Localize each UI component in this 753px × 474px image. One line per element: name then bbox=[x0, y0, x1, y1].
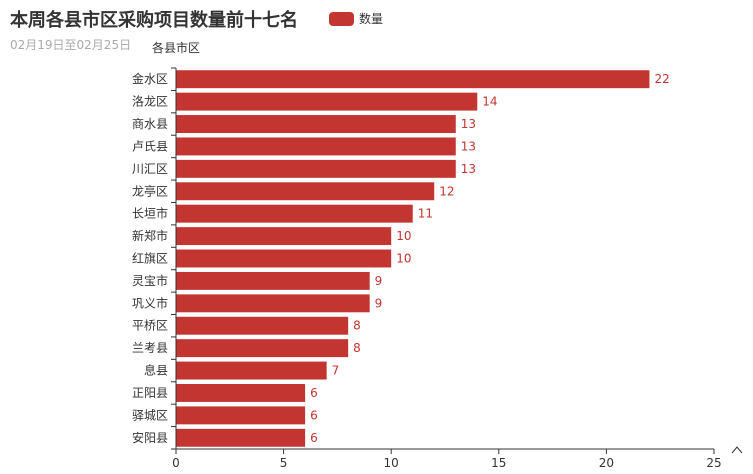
data-label: 13 bbox=[461, 139, 476, 153]
data-label: 10 bbox=[396, 229, 411, 243]
bar bbox=[176, 182, 435, 201]
x-tick-label: 25 bbox=[706, 456, 721, 470]
bar bbox=[176, 227, 392, 246]
data-label: 10 bbox=[396, 252, 411, 266]
data-label: 7 bbox=[332, 364, 340, 378]
bar bbox=[176, 137, 456, 156]
chart-subtitle: 02月19日至02月25日 bbox=[10, 38, 132, 52]
y-tick-label: 驿城区 bbox=[132, 408, 168, 422]
bar bbox=[176, 249, 392, 268]
x-tick-label: 5 bbox=[280, 456, 288, 470]
data-label: 6 bbox=[310, 408, 318, 422]
y-tick-label: 长垣市 bbox=[132, 206, 168, 221]
y-tick-label: 卢氏县 bbox=[132, 138, 168, 153]
bar bbox=[176, 271, 370, 290]
data-label: 14 bbox=[482, 95, 497, 109]
x-tick-label: 0 bbox=[172, 456, 180, 470]
chevron-up-icon[interactable] bbox=[731, 446, 743, 454]
bar bbox=[176, 406, 306, 425]
data-label: 6 bbox=[310, 431, 318, 445]
data-label: 6 bbox=[310, 386, 318, 400]
y-tick-label: 洛龙区 bbox=[132, 94, 168, 109]
bar bbox=[176, 361, 327, 380]
bar bbox=[176, 384, 306, 402]
x-tick-label: 10 bbox=[384, 456, 399, 470]
x-tick-label: 15 bbox=[491, 456, 506, 470]
data-label: 22 bbox=[654, 72, 669, 86]
y-tick-label: 川汇区 bbox=[132, 162, 168, 176]
data-label: 8 bbox=[353, 319, 361, 333]
y-tick-label: 兰考县 bbox=[132, 341, 168, 355]
y-tick-label: 平桥区 bbox=[132, 319, 168, 333]
bar bbox=[176, 339, 349, 358]
y-tick-label: 新郑市 bbox=[132, 228, 168, 243]
data-label: 8 bbox=[353, 341, 361, 355]
data-label: 12 bbox=[439, 184, 454, 198]
legend-item-quantity[interactable]: 数量 bbox=[329, 10, 383, 27]
y-tick-label: 龙亭区 bbox=[132, 183, 168, 198]
y-tick-label: 息县 bbox=[144, 363, 168, 378]
y-tick-label: 巩义市 bbox=[132, 295, 168, 310]
y-tick-label: 正阳县 bbox=[132, 386, 168, 400]
bar bbox=[176, 316, 349, 335]
y-tick-label: 金水区 bbox=[132, 71, 168, 86]
bar bbox=[176, 115, 456, 133]
bar bbox=[176, 92, 478, 111]
data-label: 9 bbox=[375, 296, 383, 310]
bar bbox=[176, 294, 370, 313]
data-label: 9 bbox=[375, 274, 383, 288]
y-tick-label: 灵宝市 bbox=[132, 273, 168, 288]
y-axis-label: 各县市区 bbox=[152, 40, 200, 55]
x-tick-label: 20 bbox=[599, 456, 614, 470]
bar bbox=[176, 428, 306, 447]
y-tick-label: 红旗区 bbox=[132, 251, 168, 266]
bar bbox=[176, 159, 456, 178]
data-label: 11 bbox=[418, 207, 433, 221]
legend-swatch bbox=[329, 11, 354, 26]
y-tick-label: 安阳县 bbox=[132, 430, 168, 445]
legend-label: 数量 bbox=[359, 12, 384, 26]
chart-plot-area: 22 金水区 14 洛龙区 13 商水县 13 卢氏县 13 川汇区 12 龙亭区 11 长垣市 10 新郑市… bbox=[132, 67, 722, 470]
bar bbox=[176, 70, 650, 89]
chart-title: 本周各县市区采购项目数量前十七名 bbox=[10, 10, 298, 31]
data-label: 13 bbox=[461, 162, 476, 176]
bar bbox=[176, 204, 413, 223]
data-label: 13 bbox=[461, 117, 476, 131]
y-tick-label: 商水县 bbox=[132, 116, 168, 131]
